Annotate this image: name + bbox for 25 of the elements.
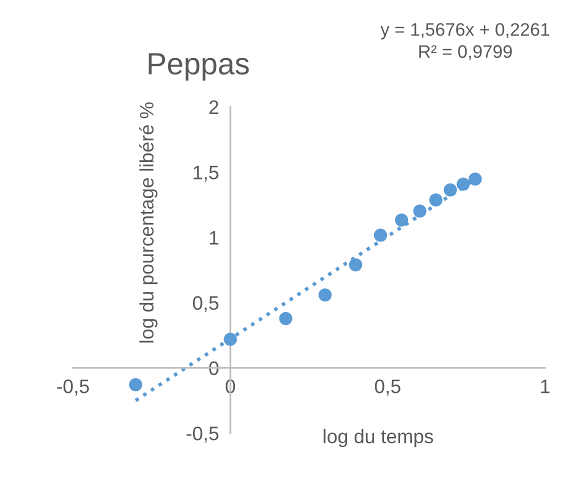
point: [129, 378, 142, 392]
x-tick-label: -0,5: [57, 380, 89, 396]
point: [224, 332, 237, 346]
x-tick-label: 0: [226, 380, 236, 394]
chart-title: Peppas: [148, 53, 249, 81]
point: [374, 228, 388, 242]
point: [279, 312, 292, 326]
point: [468, 172, 482, 186]
y-tick-label: 1,5: [194, 166, 218, 182]
x-axis-title: log du temps: [324, 429, 434, 448]
point: [413, 204, 426, 218]
y-tick-label: 1: [210, 231, 218, 244]
x-tick-label: 1: [541, 380, 550, 394]
y-tick-label: -0,5: [186, 426, 218, 443]
point: [318, 288, 332, 302]
point: [444, 183, 457, 196]
text: y = 1,5676x + 0,2261 R² = 0,9799: [380, 23, 550, 60]
y-tick-label: 0,5: [192, 296, 218, 312]
point: [429, 193, 442, 207]
point: [456, 178, 470, 191]
x-tick-label: 0,5: [374, 380, 400, 396]
point: [349, 258, 362, 272]
y-tick-label: 2: [209, 100, 218, 114]
y-axis-title: log du pourcentage libéré %: [139, 102, 158, 343]
point: [394, 213, 408, 227]
